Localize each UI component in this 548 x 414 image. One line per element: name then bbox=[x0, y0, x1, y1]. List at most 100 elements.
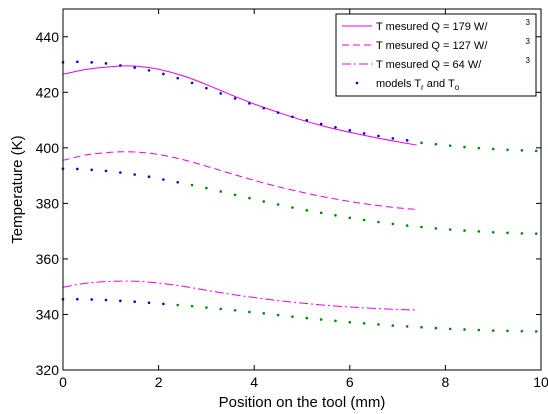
data-point bbox=[104, 62, 108, 65]
y-tick-label: 440 bbox=[36, 29, 60, 45]
data-point bbox=[477, 328, 481, 332]
ticks-layer: 0 2 4 6 8 10 320 340 360 380 400 420 440 bbox=[36, 9, 548, 390]
data-point bbox=[534, 232, 538, 235]
data-point bbox=[147, 301, 151, 305]
data-point bbox=[534, 330, 538, 333]
data-point bbox=[491, 147, 495, 151]
legend: T mesured Q = 179 W/3 T mesured Q = 127 W… bbox=[335, 13, 537, 97]
data-point bbox=[262, 312, 266, 315]
x-tick-label: 4 bbox=[250, 374, 258, 390]
data-point bbox=[76, 167, 79, 171]
data-point bbox=[305, 316, 309, 320]
data-point bbox=[276, 111, 280, 114]
x-tick-label: 2 bbox=[155, 374, 163, 390]
legend-entry: T mesured Q = 127 W/3 bbox=[376, 37, 531, 52]
data-point bbox=[534, 149, 538, 153]
data-point bbox=[506, 148, 509, 152]
data-point bbox=[391, 137, 395, 140]
data-point bbox=[405, 325, 409, 328]
data-point bbox=[90, 61, 93, 64]
data-point bbox=[448, 228, 452, 231]
data-point bbox=[377, 134, 380, 138]
data-point bbox=[377, 323, 380, 326]
data-point bbox=[434, 326, 438, 330]
y-tick-label: 420 bbox=[36, 84, 60, 100]
data-point bbox=[405, 139, 409, 142]
x-tick-label: 10 bbox=[533, 374, 548, 390]
data-point bbox=[305, 119, 309, 122]
data-point bbox=[162, 302, 165, 306]
data-point bbox=[104, 169, 108, 173]
legend-entry: T mesured Q = 179 W/3 bbox=[376, 18, 531, 33]
data-point bbox=[205, 86, 208, 90]
plot-frame bbox=[62, 8, 542, 371]
data-point bbox=[291, 206, 294, 209]
data-point bbox=[205, 306, 208, 309]
data-point bbox=[420, 225, 423, 229]
x-tick-label: 8 bbox=[442, 374, 450, 390]
data-point bbox=[190, 304, 194, 308]
data-point bbox=[119, 299, 122, 303]
data-point bbox=[276, 313, 280, 317]
series-layer bbox=[61, 60, 538, 333]
data-point bbox=[162, 178, 165, 181]
y-tick-label: 360 bbox=[36, 251, 60, 267]
data-point bbox=[520, 232, 524, 235]
data-point bbox=[362, 132, 366, 135]
x-axis-label: Position on the tool (mm) bbox=[219, 394, 386, 411]
data-point bbox=[147, 175, 151, 179]
legend-symbol bbox=[355, 81, 359, 85]
data-point bbox=[506, 329, 509, 333]
data-point bbox=[90, 298, 93, 301]
data-point bbox=[233, 308, 237, 312]
data-point bbox=[291, 315, 294, 318]
data-point bbox=[362, 322, 366, 325]
data-point bbox=[491, 230, 495, 234]
y-tick-label: 400 bbox=[36, 140, 60, 156]
data-point bbox=[491, 329, 495, 332]
legend-entry: T mesured Q = 64 W/3 bbox=[376, 56, 531, 71]
data-point bbox=[377, 220, 380, 224]
y-tick-label: 380 bbox=[36, 195, 60, 211]
data-point bbox=[405, 224, 409, 227]
data-point bbox=[248, 102, 251, 105]
data-point bbox=[176, 303, 180, 307]
data-point bbox=[219, 92, 223, 95]
data-point bbox=[420, 141, 423, 145]
data-point bbox=[334, 319, 337, 323]
data-point bbox=[190, 81, 194, 85]
data-point bbox=[90, 168, 93, 172]
data-point bbox=[176, 76, 180, 80]
data-point bbox=[477, 230, 481, 233]
data-point bbox=[391, 324, 395, 327]
data-point bbox=[319, 211, 323, 215]
data-point bbox=[463, 229, 466, 232]
data-point bbox=[506, 231, 509, 235]
data-point bbox=[391, 222, 395, 226]
data-point bbox=[520, 149, 524, 152]
data-point bbox=[133, 173, 136, 176]
data-point bbox=[205, 186, 208, 190]
series-line-dashdot bbox=[62, 280, 417, 311]
legend-box bbox=[335, 13, 537, 97]
data-point bbox=[520, 329, 524, 333]
data-point bbox=[219, 307, 223, 311]
data-point bbox=[76, 297, 79, 301]
data-point bbox=[119, 64, 122, 67]
data-point bbox=[319, 122, 323, 126]
data-point bbox=[348, 129, 352, 132]
data-point bbox=[233, 97, 237, 100]
data-point bbox=[334, 125, 337, 129]
data-point bbox=[147, 69, 151, 72]
legend-entry: models Tr and To bbox=[376, 78, 460, 92]
y-tick-label: 320 bbox=[36, 362, 60, 378]
data-point bbox=[119, 171, 122, 174]
data-point bbox=[248, 196, 251, 200]
data-point bbox=[319, 318, 323, 321]
series-line-dashed bbox=[62, 151, 417, 210]
data-point bbox=[190, 183, 194, 187]
y-tick-label: 340 bbox=[36, 306, 60, 322]
data-point bbox=[434, 227, 438, 230]
data-point bbox=[162, 72, 165, 76]
